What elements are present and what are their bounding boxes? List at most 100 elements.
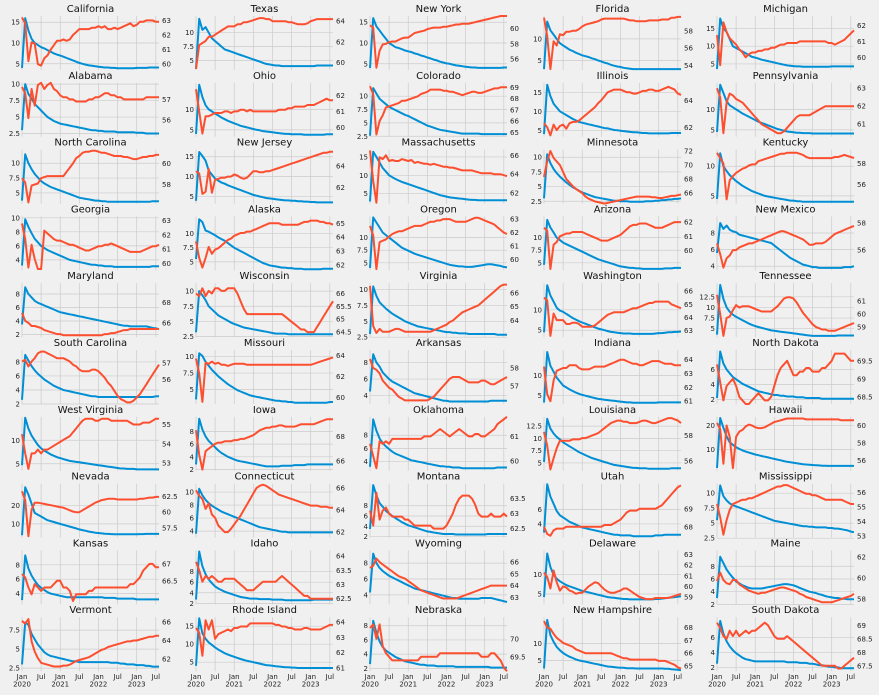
right-tick-label: 62 <box>857 103 866 111</box>
left-tick-label: 5 <box>190 659 194 667</box>
right-tick-label: 68 <box>510 95 519 103</box>
right-tick-label: 58 <box>857 596 866 604</box>
red-series-line <box>543 296 682 337</box>
panel-title: Maine <box>770 538 800 549</box>
right-tick-label: 60 <box>684 247 693 255</box>
panel-california: 5 10 15 60 61 62 63 California <box>11 4 171 70</box>
left-tick-label: 4 <box>711 381 716 389</box>
left-tick-label: 5 <box>190 258 194 266</box>
right-tick-label: 66.5 <box>162 577 178 585</box>
left-tick-label: 10 <box>185 641 194 649</box>
panel-title: South Dakota <box>752 605 820 616</box>
panel-title: New York <box>416 4 462 15</box>
left-tick-label: 8 <box>190 568 194 576</box>
left-tick-label: 10 <box>11 81 20 89</box>
left-tick-label: 5 <box>364 60 368 68</box>
left-tick-label: 10 <box>359 40 368 48</box>
x-tick-label: Jan <box>440 673 452 681</box>
x-tick-label: 2020 <box>535 681 553 689</box>
red-series-line <box>21 562 159 602</box>
left-tick-label: 10 <box>533 372 542 380</box>
panel-title: Maryland <box>67 271 113 282</box>
panel-title: Illinois <box>597 71 629 82</box>
right-tick-label: 65 <box>336 316 345 324</box>
left-tick-label: 2 <box>711 664 715 672</box>
left-tick-label: 10 <box>359 286 368 294</box>
x-tick-label: Jan <box>266 673 278 681</box>
right-tick-label: 60 <box>857 54 866 62</box>
right-tick-label: 68 <box>684 176 693 184</box>
right-tick-label: 70 <box>510 635 519 643</box>
right-tick-label: 60 <box>857 311 866 319</box>
panel-wisconsin: 2.5 5 7.5 10 64.5 65 65.5 66 Wisconsin <box>183 271 352 341</box>
panel-title: Missouri <box>244 338 285 349</box>
right-tick-label: 63 <box>684 327 693 335</box>
panel-title: Washington <box>583 271 642 282</box>
right-tick-label: 64 <box>684 314 693 322</box>
left-tick-label: 2 <box>711 601 715 609</box>
panel-title: Kentucky <box>763 138 809 149</box>
blue-series-line <box>369 17 507 69</box>
panel-west-virginia: 5 10 53 54 55 West Virginia <box>11 405 171 471</box>
left-tick-label: 6 <box>538 506 543 514</box>
red-series-line <box>21 312 159 337</box>
right-tick-label: 62 <box>857 553 866 561</box>
left-tick-label: 5 <box>16 189 20 197</box>
red-series-line <box>21 149 159 204</box>
x-tick-label: Jul <box>596 673 606 681</box>
left-tick-label: 7.5 <box>531 447 542 455</box>
left-tick-label: 4 <box>711 588 716 596</box>
right-tick-label: 62 <box>336 261 345 269</box>
left-tick-label: 5 <box>711 60 715 68</box>
blue-series-line <box>369 619 507 669</box>
left-tick-label: 10 <box>533 35 542 43</box>
red-series-line <box>716 151 855 201</box>
x-tick-label: 2021 <box>51 681 69 689</box>
blue-series-line <box>369 216 508 269</box>
left-tick-label: 6 <box>711 634 716 642</box>
red-series-line <box>543 417 682 471</box>
panel-georgia: 4 6 8 10 60 61 62 63 Georgia <box>11 204 171 271</box>
right-tick-label: 60 <box>857 422 866 430</box>
left-tick-label: 7.5 <box>531 247 542 255</box>
x-tick-label: Jul <box>286 673 296 681</box>
right-tick-label: 70 <box>684 162 693 170</box>
blue-series-line <box>21 554 159 601</box>
left-tick-label: 4 <box>16 590 21 598</box>
panel-title: Vermont <box>69 605 111 616</box>
right-tick-label: 64.5 <box>336 329 352 337</box>
right-tick-label: 65 <box>684 663 693 671</box>
x-tick-label: Jan <box>749 673 761 681</box>
red-series-line <box>369 283 507 334</box>
left-tick-label: 10 <box>359 93 368 101</box>
right-tick-label: 62 <box>510 229 519 237</box>
left-tick-label: 5 <box>364 119 368 127</box>
left-tick-label: 5 <box>538 459 542 467</box>
red-series-line <box>195 561 333 600</box>
blue-series-line <box>543 417 681 470</box>
panel-title: Texas <box>250 4 279 15</box>
blue-series-line <box>543 20 681 71</box>
panel-title: Pennsylvania <box>753 71 819 82</box>
left-tick-label: 4 <box>364 591 369 599</box>
left-tick-label: 7.5 <box>183 370 194 378</box>
panel-michigan: 5 10 15 60 61 62 Michigan <box>706 4 866 70</box>
panel-title: Alaska <box>248 204 281 215</box>
blue-series-line <box>716 283 854 337</box>
right-tick-label: 65.5 <box>336 303 352 311</box>
right-tick-label: 66 <box>684 190 693 198</box>
right-tick-label: 65 <box>684 301 693 309</box>
panel-oklahoma: 4 6 8 60 61 Oklahoma <box>364 405 519 471</box>
panel-title: Montana <box>417 472 461 483</box>
x-tick-label: Jan <box>228 673 240 681</box>
right-tick-label: 67 <box>162 560 171 568</box>
right-tick-label: 69.5 <box>510 653 526 661</box>
panel-tennessee: 5 7.5 10 12.5 59 60 61 Tennessee <box>699 271 866 338</box>
right-tick-label: 65 <box>510 303 519 311</box>
right-tick-label: 68.5 <box>857 393 873 401</box>
x-tick-label: Jul <box>384 673 394 681</box>
blue-series-line <box>543 483 681 538</box>
x-tick-label: Jan <box>364 673 376 681</box>
